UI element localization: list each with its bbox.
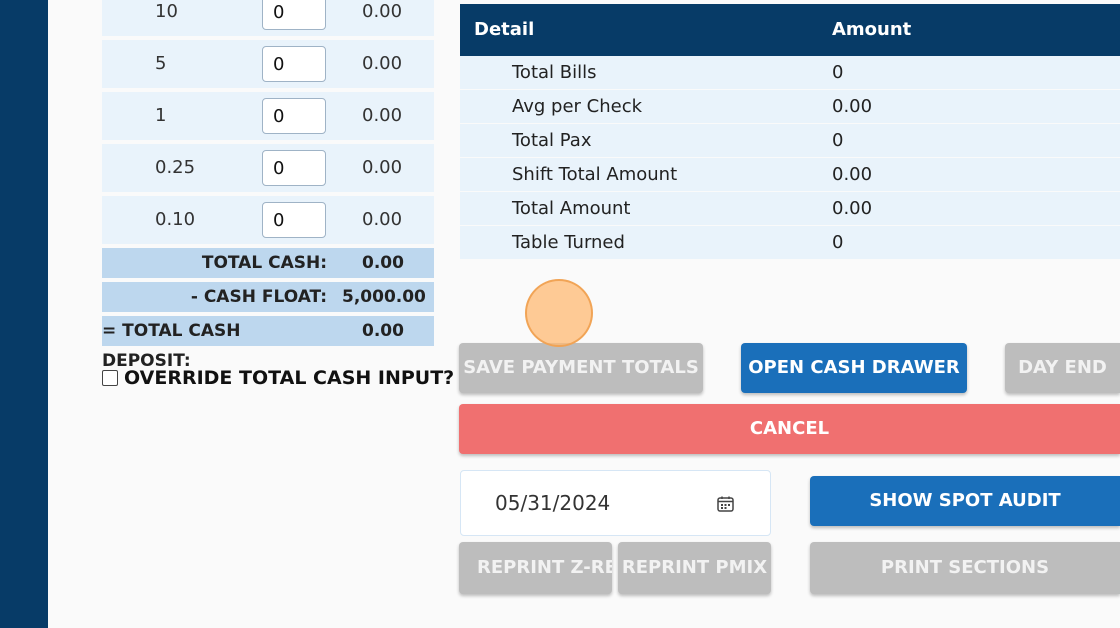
reprint-zread-button[interactable]: REPRINT Z-READ: [459, 542, 612, 594]
denomination-row: 10 0.00: [102, 0, 434, 36]
total-cash-value: 0.00: [362, 253, 404, 273]
denomination-row: 5 0.00: [102, 40, 434, 88]
day-end-button[interactable]: DAY END: [1005, 343, 1120, 393]
row-amount: 0.00: [832, 96, 873, 117]
denomination-label: 1: [155, 105, 167, 126]
denomination-row: 0.10 0.00: [102, 196, 434, 244]
cash-float-label: - CASH FLOAT:: [190, 287, 327, 307]
denomination-amount: 0.00: [362, 105, 403, 126]
row-amount: 0: [832, 130, 844, 151]
row-amount: 0.00: [832, 164, 873, 185]
table-row: Avg per Check 0.00: [460, 90, 1120, 124]
denomination-amount: 0.00: [362, 209, 403, 230]
cash-float-row: - CASH FLOAT: 5,000.00: [102, 282, 434, 312]
row-amount: 0: [832, 232, 844, 253]
table-header: Detail Amount: [460, 4, 1120, 56]
row-detail: Total Pax: [512, 130, 592, 151]
row-detail: Total Amount: [512, 198, 631, 219]
table-row: Shift Total Amount 0.00: [460, 158, 1120, 192]
total-cash-deposit-label: = TOTAL CASH DEPOSIT:: [102, 321, 241, 371]
denomination-qty-input[interactable]: [262, 0, 326, 30]
denomination-amount: 0.00: [362, 53, 403, 74]
denomination-row: 1 0.00: [102, 92, 434, 140]
total-cash-deposit-value: 0.00: [362, 321, 404, 341]
left-sidebar: [0, 0, 48, 628]
override-label: OVERRIDE TOTAL CASH INPUT?: [124, 367, 455, 389]
denomination-qty-input[interactable]: [262, 46, 326, 82]
total-cash-row: TOTAL CASH: 0.00: [102, 248, 434, 278]
denomination-qty-input[interactable]: [262, 150, 326, 186]
table-row: Total Amount 0.00: [460, 192, 1120, 226]
denomination-label: 5: [155, 53, 167, 74]
print-sections-button[interactable]: PRINT SECTIONS: [810, 542, 1120, 594]
click-indicator: [525, 279, 593, 347]
save-payment-totals-button[interactable]: SAVE PAYMENT TOTALS: [459, 343, 703, 393]
calendar-icon[interactable]: [717, 496, 734, 516]
table-row: Table Turned 0: [460, 226, 1120, 260]
checkbox-icon[interactable]: [102, 370, 118, 386]
row-detail: Shift Total Amount: [512, 164, 678, 185]
denomination-label: 0.25: [155, 157, 196, 178]
row-detail: Total Bills: [512, 62, 597, 83]
row-detail: Table Turned: [512, 232, 625, 253]
detail-table: Detail Amount Total Bills 0 Avg per Chec…: [460, 4, 1120, 260]
total-cash-deposit-row: = TOTAL CASH DEPOSIT: 0.00: [102, 316, 434, 371]
header-detail: Detail: [474, 19, 535, 40]
table-row: Total Bills 0: [460, 56, 1120, 90]
cancel-button[interactable]: CANCEL: [459, 404, 1120, 454]
denomination-qty-input[interactable]: [262, 98, 326, 134]
denomination-amount: 0.00: [362, 1, 403, 22]
reprint-pmix-button[interactable]: REPRINT PMIX: [618, 542, 771, 594]
denomination-qty-input[interactable]: [262, 202, 326, 238]
row-detail: Avg per Check: [512, 96, 643, 117]
date-value: 05/31/2024: [495, 491, 611, 515]
cash-float-value: 5,000.00: [342, 287, 426, 307]
open-cash-drawer-button[interactable]: OPEN CASH DRAWER: [741, 343, 967, 393]
denomination-label: 10: [155, 1, 178, 22]
override-total-cash-checkbox[interactable]: OVERRIDE TOTAL CASH INPUT?: [102, 365, 454, 391]
denomination-amount: 0.00: [362, 157, 403, 178]
row-amount: 0.00: [832, 198, 873, 219]
denomination-row: 0.25 0.00: [102, 144, 434, 192]
date-picker-field[interactable]: 05/31/2024: [460, 470, 771, 536]
denomination-label: 0.10: [155, 209, 196, 230]
show-spot-audit-button[interactable]: SHOW SPOT AUDIT: [810, 476, 1120, 526]
header-amount: Amount: [832, 19, 912, 40]
row-amount: 0: [832, 62, 844, 83]
total-cash-label: TOTAL CASH:: [201, 253, 327, 273]
table-row: Total Pax 0: [460, 124, 1120, 158]
